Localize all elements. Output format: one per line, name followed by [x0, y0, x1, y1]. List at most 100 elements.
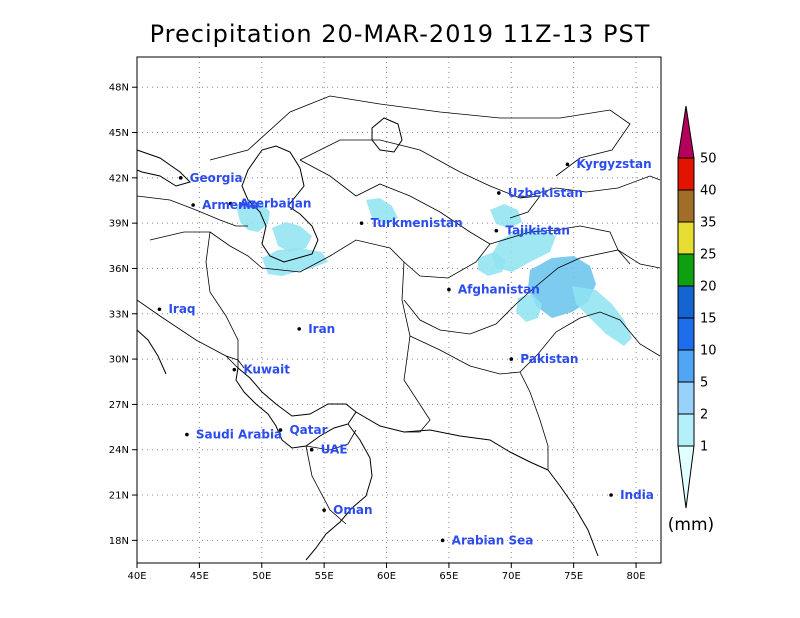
place-dot: [178, 176, 183, 180]
place-marker: Pakistan: [509, 352, 578, 366]
place-marker: UAE: [309, 443, 348, 457]
place-dot: [228, 201, 233, 206]
saudi-border: [136, 299, 239, 369]
place-label: Azerbaijan: [240, 197, 312, 211]
legend-level-label: 40: [700, 184, 717, 199]
place-label: Oman: [333, 503, 372, 517]
legend-level-label: 20: [700, 280, 717, 295]
place-label: India: [620, 488, 654, 502]
tajikistan-border: [489, 225, 619, 251]
place-marker: Iraq: [157, 302, 196, 316]
place-dot: [565, 162, 570, 167]
place-label: Kyrgyzstan: [576, 157, 651, 171]
place-dot: [447, 287, 451, 292]
place-label: Kuwait: [243, 363, 290, 377]
longitude-tick-label: 40E: [127, 571, 146, 582]
place-marker: Tajikistan: [494, 224, 570, 238]
precip-area-caspian-east: [272, 222, 312, 252]
place-label: Uzbekistan: [508, 186, 583, 200]
place-dot: [494, 228, 499, 233]
legend-color-bin: [677, 445, 695, 509]
place-dot: [497, 191, 501, 195]
longitude-tick-label: 80E: [627, 571, 646, 582]
legend-color-bin: [677, 105, 695, 159]
legend-level-label: 35: [700, 216, 717, 231]
latitude-labels: 18N 21N 24N 27N 30N 33N 36N 39N 42N 45N 48N: [109, 83, 129, 547]
latitude-tick-label: 30N: [109, 355, 129, 366]
place-dot: [322, 508, 326, 512]
legend-color-bin: [677, 157, 695, 191]
longitude-tick-label: 45E: [190, 571, 209, 582]
precip-area-pakistan-north: [516, 294, 542, 322]
longitude-tick-label: 75E: [564, 571, 583, 582]
longitude-tick-label: 60E: [377, 571, 396, 582]
precip-area-uzbekistan: [490, 204, 522, 228]
black-sea-coast: [136, 149, 191, 187]
legend-color-bin: [677, 317, 695, 351]
place-dot: [278, 428, 283, 432]
precip-area-himalaya: [572, 286, 632, 346]
latitude-tick-label: 48N: [109, 83, 129, 94]
latitude-tick-label: 33N: [109, 309, 129, 320]
place-dot: [609, 493, 613, 497]
place-marker: Kyrgyzstan: [565, 157, 652, 171]
place-marker: Georgia: [178, 171, 243, 185]
legend-color-bin: [677, 253, 695, 287]
country-borders: [136, 95, 661, 525]
axis-ticks: [132, 86, 637, 568]
legend-color-bin: [677, 349, 695, 383]
place-marker: Armenia: [191, 198, 259, 212]
place-label: Armenia: [202, 198, 259, 212]
place-marker: Qatar: [278, 423, 328, 437]
place-label: Turkmenistan: [371, 216, 463, 230]
legend-level-label: 1: [700, 440, 708, 455]
longitude-tick-label: 55E: [315, 571, 334, 582]
place-dot: [359, 221, 364, 225]
iran-border: [209, 231, 431, 433]
legend-level-label: 5: [700, 376, 708, 391]
legend-color-bin: [677, 413, 695, 447]
legend-color-bin: [677, 221, 695, 255]
red-sea-coast: [136, 329, 167, 375]
place-dot: [232, 367, 237, 372]
persian-gulf-coast: [235, 367, 357, 449]
legend-color-bin: [677, 189, 695, 223]
afghanistan-border: [403, 249, 631, 335]
longitude-tick-label: 70E: [502, 571, 521, 582]
iraq-border: [149, 231, 239, 368]
place-label: Afghanistan: [458, 283, 540, 297]
place-label: Arabian Sea: [452, 533, 534, 547]
legend-level-label: 50: [700, 152, 717, 167]
india-border: [519, 371, 549, 470]
precip-area-caspian-south: [262, 248, 328, 276]
latitude-tick-label: 24N: [109, 445, 129, 456]
place-label: UAE: [321, 443, 348, 457]
legend-color-bin: [677, 381, 695, 415]
legend-level-label: 15: [700, 312, 717, 327]
place-label: Georgia: [190, 171, 243, 185]
place-marker: Iran: [297, 322, 335, 336]
place-marker: India: [609, 488, 654, 502]
kazakhstan-border: [209, 95, 631, 177]
pakistan-border: [409, 311, 661, 375]
kyrgyzstan-border: [519, 175, 661, 199]
legend-level-label: 2: [700, 408, 708, 423]
china-border: [617, 249, 661, 269]
place-dot: [297, 327, 301, 331]
precip-area-afghanistan-north: [478, 252, 506, 276]
latitude-tick-label: 18N: [109, 536, 129, 547]
arabian-sea-coast: [355, 411, 549, 471]
legend-unit-label: (mm): [668, 515, 714, 535]
place-marker: Azerbaijan: [228, 197, 312, 211]
kuwait-border: [225, 355, 245, 369]
latitude-tick-label: 36N: [109, 264, 129, 275]
longitude-tick-label: 65E: [439, 571, 458, 582]
place-dot: [309, 447, 314, 452]
place-marker: Oman: [322, 503, 373, 517]
legend-level-label: 25: [700, 248, 717, 263]
place-marker: Kuwait: [232, 363, 290, 377]
latitude-tick-label: 21N: [109, 491, 129, 502]
map-title: Precipitation 20-MAR-2019 11Z-13 PST: [150, 20, 651, 48]
place-label: Pakistan: [520, 352, 578, 366]
